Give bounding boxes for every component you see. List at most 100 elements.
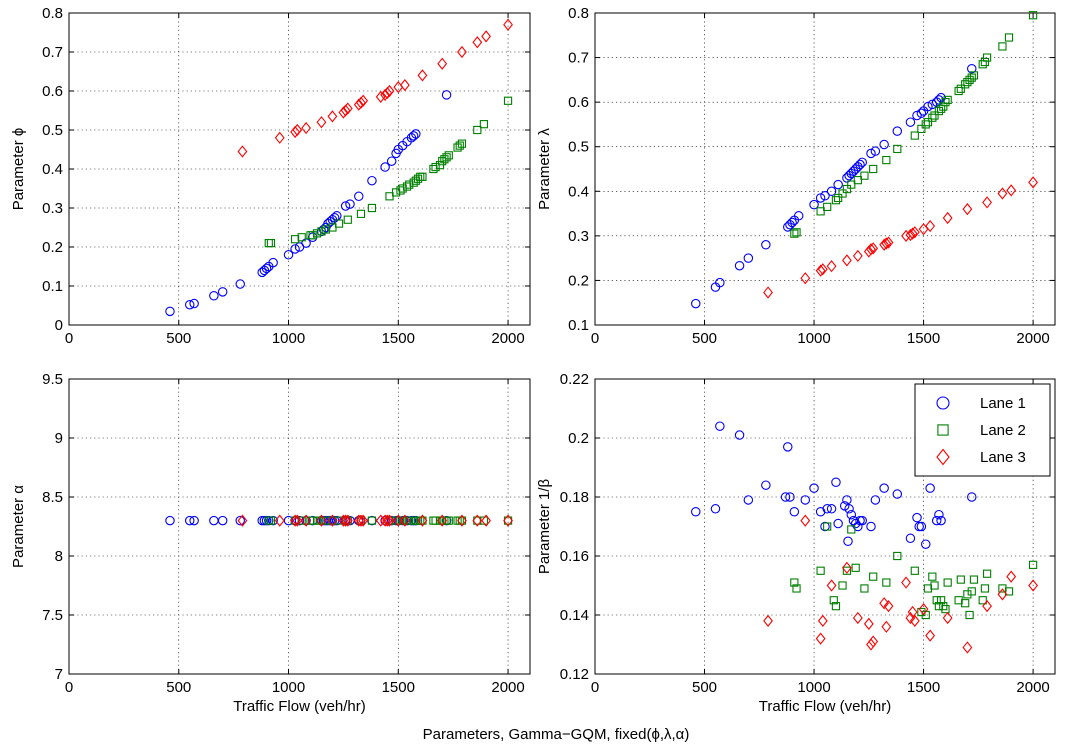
data-point xyxy=(816,207,825,216)
data-point xyxy=(334,219,344,228)
data-point xyxy=(815,264,826,277)
y-tick-label: 0.12 xyxy=(560,666,589,683)
data-point xyxy=(340,514,351,527)
y-axis-title: Parameter α xyxy=(10,485,27,568)
data-point xyxy=(308,231,317,240)
data-point xyxy=(928,572,937,581)
data-point xyxy=(934,95,944,105)
data-point xyxy=(936,515,946,526)
data-point xyxy=(823,202,832,212)
y-tick-label: 0.14 xyxy=(560,607,589,624)
data-point xyxy=(882,578,891,587)
data-point xyxy=(998,584,1007,593)
data-point xyxy=(380,88,391,102)
panel-bottom-right: 0 500 1000 1500 2000 0.12 0.14 0.16 0.18 0.2 0.22 T… xyxy=(536,371,1056,715)
data-point xyxy=(209,290,219,301)
data-point xyxy=(936,92,946,103)
data-point xyxy=(792,584,801,593)
data-point xyxy=(869,164,878,174)
data-point xyxy=(879,483,889,493)
data-point xyxy=(1004,33,1014,42)
data-point xyxy=(909,226,920,239)
data-point xyxy=(417,514,428,527)
data-point xyxy=(826,504,837,514)
data-point xyxy=(831,196,841,205)
x-tick-label: 2000 xyxy=(491,679,524,696)
axes-box xyxy=(594,378,1056,675)
data-point xyxy=(444,151,453,160)
data-point xyxy=(921,120,930,129)
data-point xyxy=(783,442,793,452)
data-point xyxy=(268,257,278,268)
data-point xyxy=(1004,587,1014,596)
data-point xyxy=(1028,560,1038,569)
data-point xyxy=(934,509,944,520)
data-point xyxy=(863,617,874,630)
series-lane-3 xyxy=(763,514,1038,654)
data-point xyxy=(292,123,303,137)
data-point xyxy=(274,131,285,144)
data-point xyxy=(411,129,421,139)
data-point xyxy=(787,217,797,228)
data-point xyxy=(356,96,366,109)
data-point xyxy=(343,215,352,224)
data-point xyxy=(356,514,366,527)
data-point xyxy=(408,131,419,141)
data-point xyxy=(1028,176,1038,189)
data-point xyxy=(997,187,1008,200)
series-lane-1 xyxy=(691,63,977,309)
data-point xyxy=(843,536,853,546)
data-point xyxy=(943,578,952,587)
axes-box xyxy=(594,12,1056,326)
data-point xyxy=(393,514,404,527)
data-point xyxy=(936,104,946,113)
data-point xyxy=(857,515,867,526)
data-point xyxy=(297,516,306,525)
data-point xyxy=(292,514,303,527)
data-point xyxy=(789,506,800,517)
data-point xyxy=(831,477,841,487)
data-point xyxy=(925,483,935,493)
legend-label: Lane 1 xyxy=(980,395,1026,412)
data-point xyxy=(165,306,175,317)
data-point xyxy=(316,116,327,129)
data-point xyxy=(340,104,351,117)
data-point xyxy=(503,18,513,31)
data-point xyxy=(691,298,701,309)
data-point xyxy=(863,245,874,258)
data-point xyxy=(441,90,452,100)
data-point xyxy=(980,57,990,67)
data-point xyxy=(479,120,489,129)
data-point xyxy=(785,492,795,502)
series-lane-3 xyxy=(237,18,513,158)
data-point xyxy=(441,515,452,526)
data-point xyxy=(800,272,811,285)
data-point xyxy=(936,596,946,605)
data-point xyxy=(961,80,970,89)
data-point xyxy=(763,286,773,299)
data-point xyxy=(833,518,843,529)
data-point xyxy=(411,515,421,526)
y-axis-title: Parameter ϕ xyxy=(10,128,27,211)
data-point xyxy=(969,71,979,80)
data-point xyxy=(817,614,828,628)
data-point xyxy=(860,171,869,180)
data-point xyxy=(961,599,970,608)
data-point xyxy=(1028,579,1038,592)
data-point xyxy=(353,514,364,527)
data-point xyxy=(816,566,825,575)
data-point xyxy=(892,489,903,499)
data-point xyxy=(327,110,338,123)
series-lane-3 xyxy=(763,176,1038,299)
data-point xyxy=(956,575,965,584)
data-point xyxy=(481,514,491,527)
data-point xyxy=(301,514,311,527)
data-point xyxy=(472,514,483,527)
data-point xyxy=(868,635,879,648)
data-point xyxy=(431,516,440,525)
data-point xyxy=(472,36,483,49)
y-tick-label: 0.5 xyxy=(42,122,63,139)
y-tick-label: 8 xyxy=(55,548,63,565)
y-tick-label: 9 xyxy=(55,430,63,447)
